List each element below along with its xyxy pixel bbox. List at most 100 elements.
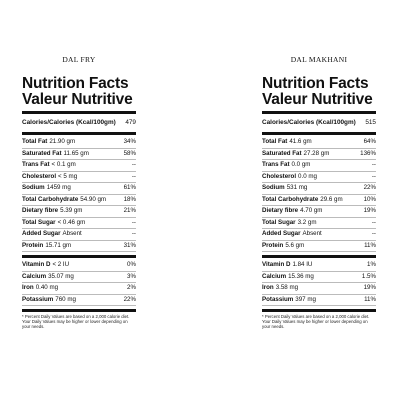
nutrient-amount: 3.58 mg xyxy=(275,284,299,291)
nutrient-amount: Absent xyxy=(62,230,82,237)
nutrient-amount: 35.07 mg xyxy=(48,272,74,280)
nutrient-amount: 5.39 gm xyxy=(60,207,83,214)
nutrient: Total Sugar < 0.46 gm xyxy=(22,218,85,229)
footnote: * Percent Daily Values are based on a 2,… xyxy=(22,314,130,329)
nutrient-amount: 29.6 gm xyxy=(320,195,343,203)
nutrient-amount: 1459 mg xyxy=(46,184,71,191)
nutrient: Iron 0.40 mg xyxy=(22,283,58,294)
heading-en: Nutrition Facts xyxy=(262,75,369,92)
nutrient-row: Trans Fat 0.0 gm -- xyxy=(262,160,376,172)
rule xyxy=(262,111,376,114)
nutrient: Cholesterol 0.0 mg xyxy=(262,172,317,183)
nutrient-amount: 531 mg xyxy=(286,184,308,191)
nutrient-label: Total Fat xyxy=(262,138,288,145)
daily-value: 10% xyxy=(363,195,376,203)
nutrient-amount: 11.65 gm xyxy=(63,149,89,157)
nutrient-label: Vitamin D xyxy=(22,261,51,268)
nutrient-row: Saturated Fat 11.65 gm 58% xyxy=(22,149,136,160)
daily-value: -- xyxy=(371,230,376,237)
nutrient: Total Fat 41.6 gm xyxy=(262,137,312,148)
nutrient-amount: < 5 mg xyxy=(58,172,78,180)
daily-value: 61% xyxy=(123,184,136,191)
daily-value: -- xyxy=(131,218,136,226)
daily-value: 31% xyxy=(123,241,136,249)
nutrient-row: Cholesterol < 5 mg -- xyxy=(22,172,136,183)
nutrient-amount: 0.40 mg xyxy=(35,284,59,291)
rule xyxy=(22,132,136,135)
nutrient: Potassium 397 mg xyxy=(262,295,316,306)
daily-value: -- xyxy=(371,218,376,226)
calories-label: Calories/Calories (Kcal/100gm) xyxy=(262,119,356,126)
nutrient: Total Fat 21.90 gm xyxy=(22,137,75,148)
nutrient: Sodium 531 mg xyxy=(262,183,307,194)
rule xyxy=(22,255,136,258)
nutrient-amount: 15.36 mg xyxy=(288,272,314,280)
nutrient-label: Sodium xyxy=(262,184,285,191)
nutrient-row: Iron 3.58 mg 19% xyxy=(262,283,376,295)
nutrient-amount: 4.70 gm xyxy=(300,207,323,214)
daily-value: -- xyxy=(371,172,376,180)
daily-value: 34% xyxy=(123,138,136,145)
daily-value: 0% xyxy=(127,261,136,268)
nutrient: Dietary fibre 5.39 gm xyxy=(22,206,82,217)
nutrient-row: Protein 5.6 gm 11% xyxy=(262,241,376,252)
nutrient-amount: 1.84 IU xyxy=(292,261,313,268)
nutrient-row: Total Carbohydrate 29.6 gm 10% xyxy=(262,195,376,206)
daily-value: -- xyxy=(131,172,136,180)
nutrient-amount: 0.0 gm xyxy=(291,161,311,168)
nutrient-amount: < 2 IU xyxy=(52,261,70,268)
nutrient-label: Saturated Fat xyxy=(262,149,302,157)
nutrient: Total Carbohydrate 29.6 gm xyxy=(262,195,343,206)
footnote: * Percent Daily Values are based on a 2,… xyxy=(262,314,370,329)
daily-value: 58% xyxy=(123,149,136,157)
daily-value: 21% xyxy=(123,207,136,214)
nutrient: Iron 3.58 mg xyxy=(262,283,298,294)
nutrient: Cholesterol < 5 mg xyxy=(22,172,77,183)
nutrient-row: Dietary fibre 5.39 gm 21% xyxy=(22,206,136,218)
nutrient-row: Total Fat 21.90 gm 34% xyxy=(22,137,136,149)
daily-value: 18% xyxy=(123,195,136,203)
rule xyxy=(22,309,136,312)
nutrient-label: Potassium xyxy=(262,295,294,303)
calories-row: Calories/Calories (Kcal/100gm) 515 xyxy=(262,116,376,129)
nutrient-label: Cholesterol xyxy=(22,172,57,180)
nutrient-amount: 397 mg xyxy=(295,295,316,303)
nutrient-amount: 5.6 gm xyxy=(285,241,305,249)
nutrient-label: Vitamin D xyxy=(262,261,291,268)
nutrient-label: Trans Fat xyxy=(262,161,290,168)
nutrient-label: Iron xyxy=(22,284,34,291)
nutrient-amount: 21.90 gm xyxy=(49,138,76,145)
nutrient-amount: < 0.46 gm xyxy=(57,218,86,226)
daily-value: 22% xyxy=(123,295,136,303)
nutrient: Vitamin D < 2 IU xyxy=(22,260,69,271)
nutrient-amount: 0.0 mg xyxy=(298,172,317,180)
daily-value: -- xyxy=(371,161,376,168)
nutrition-label: Nutrition Facts Valeur Nutritive Calories/… xyxy=(22,76,136,329)
rule xyxy=(262,309,376,312)
nutrient-row: Cholesterol 0.0 mg -- xyxy=(262,172,376,183)
nutrient-label: Added Sugar xyxy=(22,230,61,237)
calories-label: Calories/Calories (Kcal/100gm) xyxy=(22,119,116,126)
nutrient-label: Total Sugar xyxy=(262,218,296,226)
nutrient: Dietary fibre 4.70 gm xyxy=(262,206,322,217)
product-name: DAL MAKHANI xyxy=(290,55,348,64)
heading-fr: Valeur Nutritive xyxy=(22,91,133,108)
nutrient-label: Cholesterol xyxy=(262,172,297,180)
nutrient-label: Added Sugar xyxy=(262,230,301,237)
nutrient-label: Total Carbohydrate xyxy=(22,195,79,203)
nutrient-label: Total Carbohydrate xyxy=(262,195,319,203)
nutrient-amount: 760 mg xyxy=(55,295,76,303)
daily-value: -- xyxy=(131,161,136,168)
nutrient-row: Trans Fat < 0.1 gm -- xyxy=(22,160,136,172)
nutrient-label: Sodium xyxy=(22,184,45,191)
nutrient-amount: Absent xyxy=(302,230,322,237)
calories-row: Calories/Calories (Kcal/100gm) 479 xyxy=(22,116,136,129)
nutrient-label: Potassium xyxy=(22,295,54,303)
rule xyxy=(22,111,136,114)
daily-value: 64% xyxy=(363,138,376,145)
nutrient-label: Protein xyxy=(22,241,44,249)
nutrient: Vitamin D 1.84 IU xyxy=(262,260,312,271)
nutrient-row: Saturated Fat 27.28 gm 136% xyxy=(262,149,376,160)
daily-value: 3% xyxy=(127,272,136,280)
